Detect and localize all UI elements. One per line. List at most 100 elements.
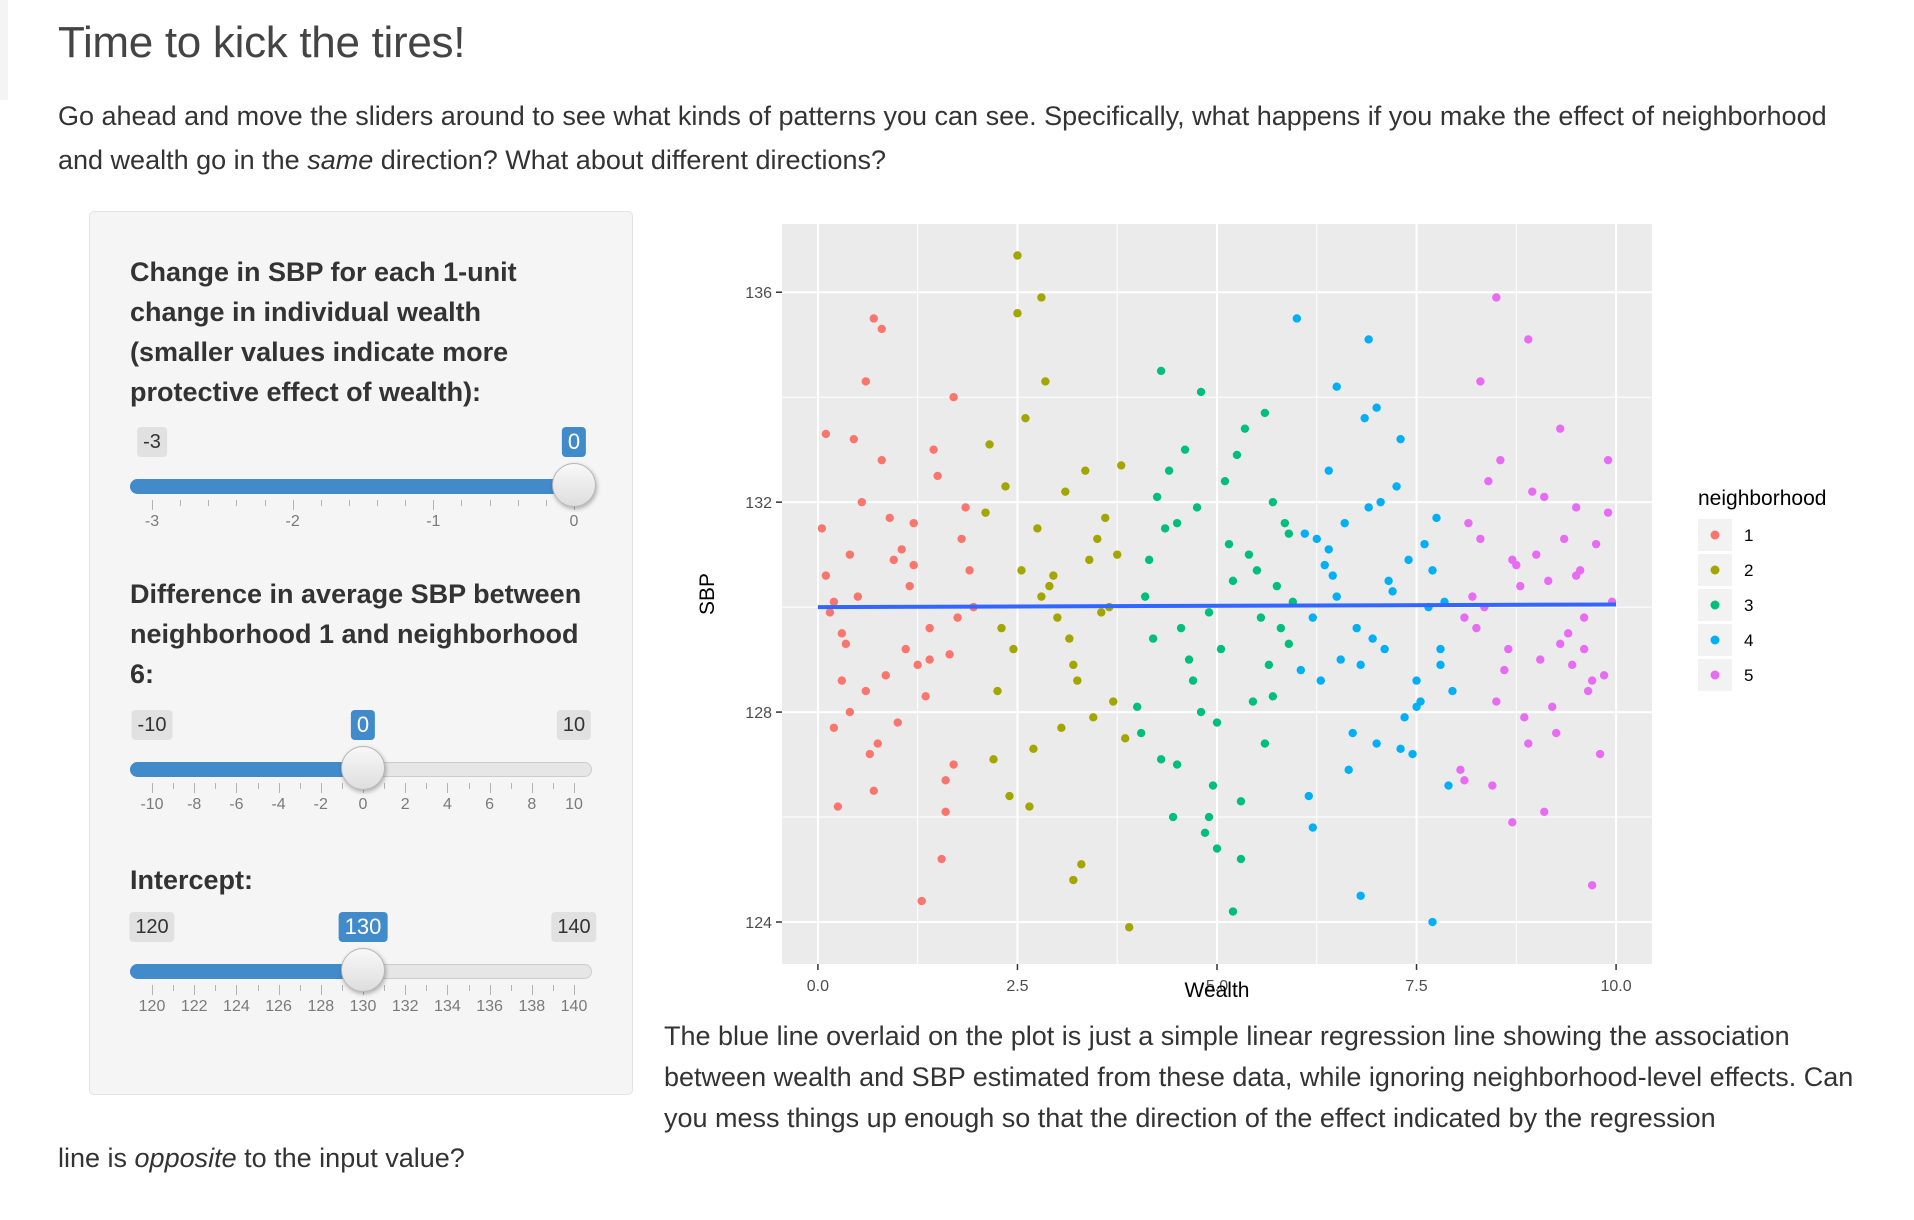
data-point	[1101, 513, 1110, 523]
data-point	[1380, 644, 1389, 654]
data-point	[821, 571, 831, 580]
slider-tick	[236, 783, 238, 793]
data-point	[1468, 592, 1477, 601]
slider-min-label: -10	[131, 710, 173, 740]
data-point	[893, 718, 902, 727]
data-point	[1436, 660, 1445, 670]
data-point	[1456, 765, 1465, 775]
slider-tick	[426, 985, 428, 991]
slider-tick-label: 140	[560, 998, 588, 1015]
slider-tick-label: 10	[565, 796, 583, 813]
data-point	[1300, 529, 1309, 538]
data-point	[1109, 697, 1118, 706]
data-points	[817, 251, 1617, 932]
slider-tick	[236, 985, 238, 995]
intercept-label: Intercept:	[130, 865, 254, 895]
slider-tick-label: -8	[187, 796, 202, 813]
data-point	[1516, 581, 1525, 591]
data-point	[845, 707, 855, 717]
data-point	[1336, 655, 1345, 664]
data-point	[1324, 466, 1333, 475]
data-point	[909, 518, 918, 528]
data-point	[1484, 476, 1493, 486]
slider-tick	[461, 500, 463, 506]
data-point	[1045, 581, 1054, 591]
page-title: Time to kick the tires!	[58, 18, 466, 67]
data-point	[957, 534, 966, 544]
data-point	[1160, 524, 1170, 533]
data-point	[817, 524, 827, 533]
data-point	[1528, 487, 1537, 496]
slider-tick	[447, 783, 449, 793]
slider-tick-label: 8	[527, 796, 537, 813]
major-gridlines	[782, 224, 1652, 964]
wealth-effect-slider[interactable]: -3 0 -3 -2 -1 0	[90, 427, 634, 537]
data-point	[1204, 608, 1214, 617]
data-point	[1304, 791, 1313, 801]
data-point	[1180, 445, 1190, 454]
data-point	[901, 644, 910, 654]
data-point	[1444, 781, 1453, 790]
data-point	[921, 692, 930, 701]
data-point	[1037, 293, 1046, 302]
data-point	[1420, 539, 1429, 549]
data-point	[1025, 802, 1034, 811]
data-point	[829, 723, 839, 733]
slider-tick	[236, 500, 238, 506]
data-point	[1340, 518, 1349, 528]
slider-tick	[574, 783, 575, 793]
intercept-slider[interactable]: 120 140 130 120 122 124 126 128 130 132 134 136 1…	[90, 912, 634, 1022]
slider-handle[interactable]	[341, 746, 385, 790]
data-point	[1404, 555, 1413, 565]
slider-tick	[489, 783, 491, 793]
data-point	[1121, 734, 1130, 743]
data-point	[1176, 623, 1186, 633]
data-point	[1144, 555, 1154, 565]
slider-handle[interactable]	[552, 463, 596, 507]
slider-handle[interactable]	[341, 948, 385, 992]
slider-fill	[130, 479, 574, 494]
slider-tick-label: 2	[400, 796, 410, 813]
slider-tick	[180, 500, 182, 506]
data-point	[869, 314, 878, 323]
data-point	[1077, 860, 1086, 869]
data-point	[837, 676, 847, 685]
data-point	[1268, 497, 1278, 507]
data-point	[1152, 492, 1162, 502]
x-tick-label: 5.0	[1206, 978, 1228, 995]
data-point	[1332, 382, 1341, 391]
slider-tick	[405, 985, 407, 995]
y-tick-label: 124	[745, 915, 772, 932]
data-point	[1520, 713, 1529, 722]
data-point	[877, 324, 886, 334]
slider-tick	[215, 985, 217, 991]
slider-tick	[447, 985, 449, 995]
legend-entry: 3	[1744, 596, 1753, 615]
slider-tick	[510, 985, 512, 991]
x-tick-label: 2.5	[1006, 978, 1028, 995]
slider-tick	[433, 500, 435, 510]
slider-tick-label: 138	[518, 998, 546, 1015]
slider-tick-label: 126	[265, 998, 292, 1015]
slider-min-label: 120	[129, 912, 175, 942]
data-point	[821, 429, 831, 439]
slider-tick-label: -2	[285, 513, 300, 530]
data-point	[837, 629, 847, 638]
data-point	[1260, 408, 1270, 418]
data-point	[1372, 403, 1381, 412]
caption-continuation: line is opposite to the input value?	[58, 1138, 465, 1179]
data-point	[1256, 613, 1266, 622]
data-point	[1504, 644, 1513, 654]
data-point	[845, 550, 855, 559]
neighborhood-difference-slider[interactable]: -10 10 0 -10 -8 -6 -4 -2 0 2 4 6 8 10	[90, 710, 634, 820]
data-point	[1053, 613, 1062, 622]
legend-entry: 1	[1744, 526, 1753, 545]
slider-tick-label: -3	[144, 513, 160, 530]
data-point	[1368, 634, 1377, 643]
data-point	[933, 471, 942, 481]
data-point	[909, 560, 918, 570]
data-point	[1536, 655, 1545, 664]
legend-entry: 2	[1744, 561, 1753, 580]
slider-tick	[517, 500, 519, 506]
data-point	[1360, 413, 1369, 423]
